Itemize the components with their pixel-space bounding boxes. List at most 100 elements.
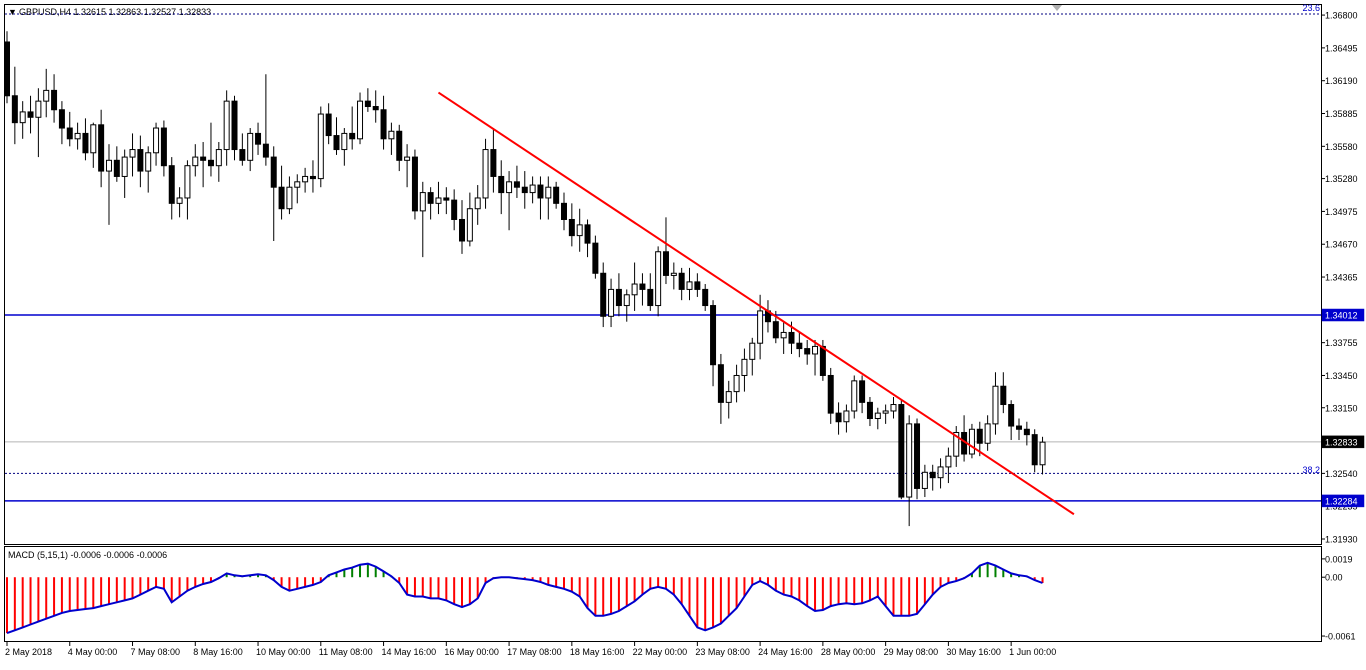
- candle-body-bull: [655, 251, 662, 307]
- candle: [702, 284, 709, 311]
- candle: [43, 68, 50, 118]
- candle: [255, 122, 262, 155]
- candle: [435, 181, 442, 215]
- candle: [529, 176, 536, 204]
- candle: [498, 160, 505, 215]
- candle: [74, 122, 81, 150]
- candle: [451, 189, 458, 231]
- time-tick-label: 17 May 08:00: [507, 647, 562, 657]
- candle-body-bear: [835, 412, 842, 423]
- candle: [19, 101, 26, 139]
- current-price-tag-bg: [1321, 435, 1365, 449]
- price-tick-label: 1.34975: [1325, 207, 1358, 217]
- candle: [1023, 421, 1030, 446]
- candle: [741, 348, 748, 392]
- candle-body-bear: [255, 132, 262, 145]
- candle: [153, 122, 160, 166]
- candle-body-bear: [231, 100, 238, 151]
- candle: [600, 262, 607, 328]
- time-tick-label: 2 May 2018: [5, 647, 52, 657]
- collapse-triangle-icon[interactable]: ▼: [8, 7, 17, 17]
- price-tick-label: 1.35280: [1325, 174, 1358, 184]
- candle: [1000, 372, 1007, 414]
- macd-panel-frame: [4, 546, 1322, 642]
- candle-body-bear: [325, 113, 332, 137]
- candle-body-bull: [153, 127, 160, 154]
- candle: [694, 273, 701, 297]
- candle-body-bear: [929, 471, 936, 479]
- time-tick-label: 14 May 16:00: [382, 647, 437, 657]
- shift-marker-icon[interactable]: [1052, 5, 1062, 11]
- candle: [129, 133, 136, 177]
- candle: [11, 66, 18, 145]
- price-tick-label: 1.36495: [1325, 43, 1358, 53]
- candle: [200, 142, 207, 188]
- candle: [51, 74, 58, 123]
- candle-body-bear: [66, 127, 73, 140]
- candle-body-bull: [35, 100, 42, 118]
- candle-body-bull: [105, 159, 112, 172]
- candle-body-bull: [317, 113, 324, 180]
- candle: [302, 167, 309, 193]
- candle: [325, 103, 332, 145]
- candle: [521, 171, 528, 209]
- candle: [710, 300, 717, 387]
- candle-body-bear: [819, 345, 826, 376]
- candle-body-bull: [608, 288, 615, 317]
- candle-body-bull: [482, 149, 489, 199]
- candle-body-bear: [678, 272, 685, 290]
- candle: [851, 375, 858, 419]
- candle-body-bull: [874, 412, 881, 420]
- candle: [780, 321, 787, 354]
- candle-body-bull: [529, 184, 536, 194]
- candle-body-bull: [749, 342, 756, 360]
- candle-body-bear: [364, 100, 371, 108]
- candle: [192, 144, 199, 177]
- candle-body-bear: [717, 364, 724, 403]
- candle-body-bear: [1000, 385, 1007, 406]
- candle-body-bull: [215, 149, 222, 167]
- candle-body-bear: [914, 423, 921, 489]
- candle-body-bear: [262, 143, 269, 158]
- candle: [568, 203, 575, 247]
- candle: [647, 273, 654, 311]
- candle-body-bear: [568, 218, 575, 237]
- candle-body-bear: [333, 135, 340, 151]
- candle-body-bear: [459, 218, 466, 242]
- candle: [976, 421, 983, 457]
- candle-body-bear: [1016, 425, 1023, 430]
- time-tick-label: 18 May 16:00: [570, 647, 625, 657]
- candle-body-bull: [812, 345, 819, 355]
- time-tick-label: 22 May 00:00: [633, 647, 688, 657]
- candle: [882, 404, 889, 424]
- candle-body-bear: [976, 428, 983, 444]
- candle-body-bull: [192, 156, 199, 167]
- candle: [1039, 436, 1046, 475]
- candle-body-bull: [90, 124, 97, 154]
- candle: [866, 396, 873, 427]
- candle: [937, 458, 944, 489]
- candle-body-bear: [827, 374, 834, 414]
- candle-body-bear: [98, 124, 105, 172]
- candle-body-bull: [184, 165, 191, 199]
- candle: [1031, 429, 1038, 473]
- candle-body-bull: [576, 224, 583, 237]
- fib-level-label-mid: 38.2: [1302, 465, 1320, 475]
- candle-body-bear: [710, 305, 717, 366]
- macd-title: MACD (5,15,1) -0.0006 -0.0006 -0.0006: [8, 550, 167, 560]
- candle: [443, 187, 450, 215]
- candle-body-bear: [451, 199, 458, 220]
- price-tick-label: 1.33150: [1325, 403, 1358, 413]
- candle: [58, 101, 65, 145]
- downtrend-line[interactable]: [437, 91, 1075, 516]
- price-tick-label: 1.33450: [1325, 371, 1358, 381]
- candle-body-bull: [129, 149, 136, 158]
- price-panel-frame: [4, 4, 1322, 545]
- candle: [27, 95, 34, 134]
- candle: [223, 90, 230, 166]
- candle-body-bear: [553, 186, 560, 204]
- candle-body-bull: [357, 100, 364, 140]
